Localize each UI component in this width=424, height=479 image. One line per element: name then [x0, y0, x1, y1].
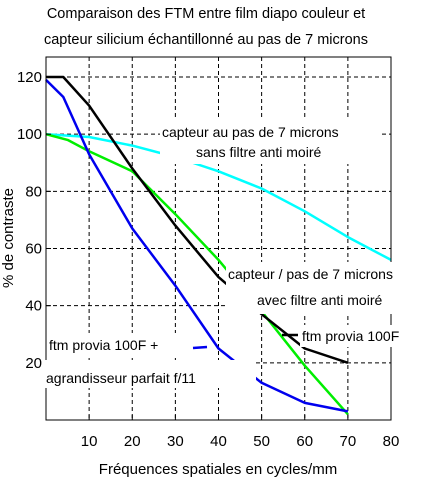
series-line-1	[45, 132, 349, 416]
annotation-black-line-1: ftm provia 100F	[302, 328, 399, 344]
y-tick-label-80: 80	[25, 183, 42, 200]
y-tick-label-100: 100	[17, 126, 42, 143]
annotation-green-line-1: capteur / pas de 7 microns	[228, 266, 393, 282]
y-tick-label-40: 40	[25, 298, 42, 315]
x-tick-label-40: 40	[210, 433, 227, 450]
chart-title-line-2: capteur silicium échantillonné au pas de…	[44, 32, 368, 48]
x-axis-label: Fréquences spatiales en cycles/mm	[99, 461, 337, 478]
y-axis-label: % de contraste	[0, 188, 17, 288]
x-tick-label-80: 80	[383, 433, 400, 450]
series-lines	[45, 75, 392, 416]
legend-markers	[173, 150, 298, 350]
annotation-cyan-line-2: sans filtre anti moiré	[196, 144, 321, 160]
y-tick-label-60: 60	[25, 241, 42, 258]
series-line-0	[45, 132, 392, 262]
x-tick-label-30: 30	[167, 433, 184, 450]
x-tick-label-70: 70	[340, 433, 357, 450]
annotation-green-line-2: avec filtre anti moiré	[257, 292, 382, 308]
ticks: 10 20 30 40 50 60 70 80 20 40 60 80 100 120	[17, 69, 399, 450]
x-tick-label-50: 50	[253, 433, 270, 450]
series-line-2	[46, 75, 349, 364]
chart-title-line-1: Comparaison des FTM entre film diapo cou…	[47, 6, 365, 22]
annotation-cyan: capteur au pas de 7 microns sans filtre …	[160, 120, 380, 164]
x-tick-label-20: 20	[124, 433, 141, 450]
annotation-green: capteur / pas de 7 microns avec filtre a…	[226, 262, 424, 314]
y-tick-label-120: 120	[17, 69, 42, 86]
y-tick-label-20: 20	[25, 355, 42, 372]
series-line-3	[45, 79, 349, 413]
annotation-cyan-line-1: capteur au pas de 7 microns	[162, 124, 339, 140]
x-tick-label-60: 60	[296, 433, 313, 450]
x-tick-label-10: 10	[81, 433, 98, 450]
annotation-blue-line-1: ftm provia 100F +	[49, 337, 158, 353]
legend-marker-3	[192, 345, 208, 350]
annotation-blue-line-2: agrandisseur parfait f/11	[46, 370, 196, 386]
annotation-blue: ftm provia 100F + agrandisseur parfait f…	[44, 333, 256, 388]
annotation-black: ftm provia 100F	[300, 325, 422, 347]
